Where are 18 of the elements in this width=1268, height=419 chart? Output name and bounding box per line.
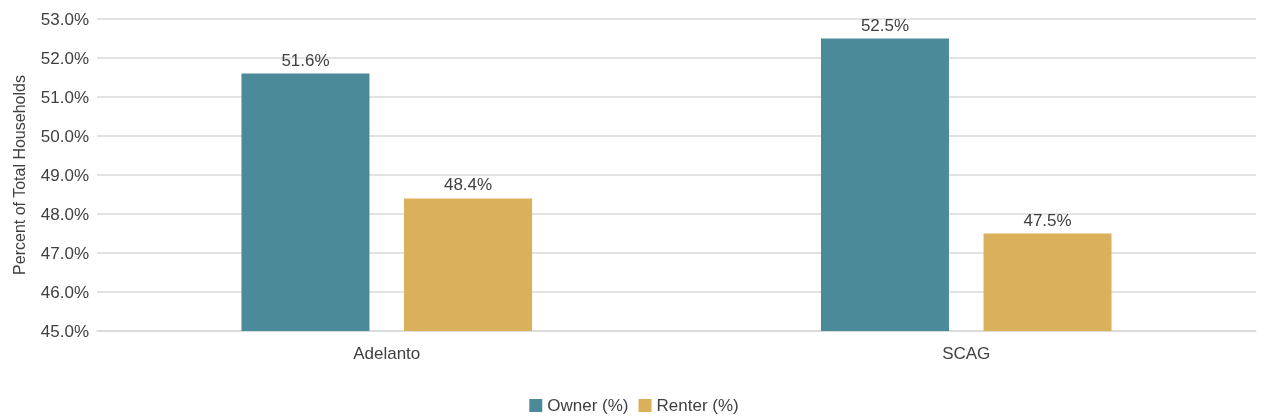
legend-label: Owner (%) <box>547 396 629 415</box>
y-tick-label: 49.0% <box>40 165 89 185</box>
data-label: 47.5% <box>1023 210 1072 230</box>
y-tick-label: 48.0% <box>40 204 89 224</box>
y-tick-label: 45.0% <box>40 321 89 341</box>
legend-label: Renter (%) <box>656 396 739 415</box>
y-tick-label: 53.0% <box>40 9 89 29</box>
data-label: 51.6% <box>281 50 330 70</box>
y-tick-label: 47.0% <box>40 243 89 263</box>
data-label: 52.5% <box>860 15 910 35</box>
y-tick-label: 51.0% <box>40 87 89 107</box>
x-tick-label: SCAG <box>942 344 991 363</box>
x-tick-label: Adelanto <box>353 344 421 363</box>
y-tick-label: 52.0% <box>40 48 89 68</box>
data-label: 48.4% <box>443 175 493 195</box>
y-axis-title: Percent of Total Households <box>10 75 28 275</box>
y-tick-label: 46.0% <box>40 282 89 302</box>
y-tick-label: 50.0% <box>40 126 89 146</box>
